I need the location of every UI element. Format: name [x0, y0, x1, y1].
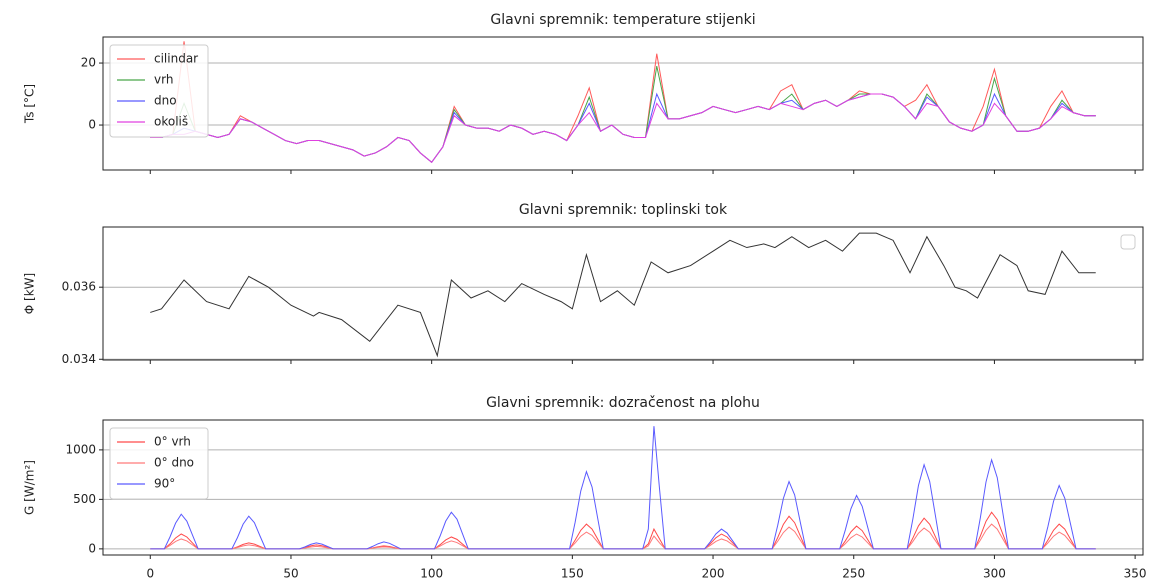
legend-box — [109, 44, 209, 138]
series-line — [150, 232, 1096, 358]
legend-label: 90° — [154, 477, 175, 491]
legend-label: 0° dno — [154, 456, 194, 470]
x-tick-label: 200 — [702, 567, 725, 581]
x-tick-label: 250 — [842, 567, 865, 581]
y-axis-label: G [W/m²] — [23, 460, 37, 515]
legend-label: 0° vrh — [154, 435, 191, 449]
series-line — [150, 426, 1096, 550]
chart-title: Glavni spremnik: temperature stijenki — [490, 12, 755, 28]
y-tick-label: 0 — [88, 541, 96, 555]
series-line — [150, 93, 1096, 163]
y-tick-label: 0.034 — [62, 352, 96, 366]
legend-label: vrh — [154, 73, 173, 87]
x-tick-label: 350 — [1124, 567, 1147, 581]
x-tick-label: 300 — [983, 567, 1006, 581]
y-tick-label: 1000 — [65, 442, 96, 456]
legend-label: dno — [154, 94, 177, 108]
y-tick-label: 20 — [81, 56, 96, 70]
y-axis-label: Ts [°C] — [23, 84, 37, 124]
x-tick-label: 150 — [561, 567, 584, 581]
y-axis-label: Φ [kW] — [23, 273, 37, 314]
plot-frame — [102, 419, 1144, 556]
y-tick-label: 500 — [73, 492, 96, 506]
x-tick-label: 50 — [283, 567, 298, 581]
chart-title: Glavni spremnik: toplinski tok — [519, 202, 728, 218]
legend-label: okoliš — [154, 115, 188, 129]
plot-frame — [102, 36, 1144, 171]
legend-box — [109, 427, 209, 500]
x-tick-label: 100 — [420, 567, 443, 581]
y-tick-label: 0 — [88, 118, 96, 132]
x-tick-label: 0 — [146, 567, 154, 581]
plot-frame — [102, 226, 1144, 361]
legend-box — [1120, 234, 1136, 250]
y-tick-label: 0.036 — [62, 280, 96, 294]
chart-title: Glavni spremnik: dozračenost na plohu — [486, 395, 760, 411]
legend-label: cilindar — [154, 52, 198, 66]
